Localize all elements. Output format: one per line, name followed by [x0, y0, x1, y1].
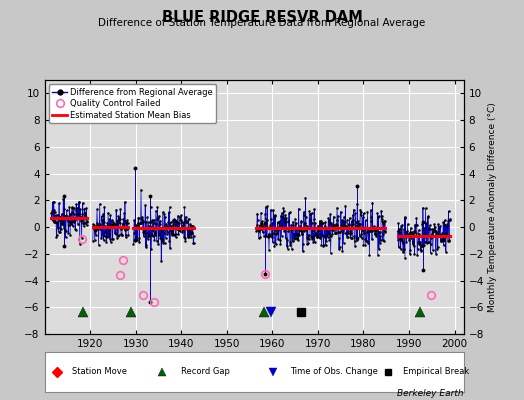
Y-axis label: Monthly Temperature Anomaly Difference (°C): Monthly Temperature Anomaly Difference (…	[488, 102, 497, 312]
Text: Station Move: Station Move	[72, 368, 127, 376]
Text: Empirical Break: Empirical Break	[403, 368, 469, 376]
Text: Record Gap: Record Gap	[181, 368, 230, 376]
Text: Berkeley Earth: Berkeley Earth	[397, 389, 464, 398]
Text: BLUE RIDGE RESVR DAM: BLUE RIDGE RESVR DAM	[161, 10, 363, 25]
Text: Difference of Station Temperature Data from Regional Average: Difference of Station Temperature Data f…	[99, 18, 425, 28]
Text: Time of Obs. Change: Time of Obs. Change	[290, 368, 378, 376]
Legend: Difference from Regional Average, Quality Control Failed, Estimated Station Mean: Difference from Regional Average, Qualit…	[49, 84, 216, 123]
